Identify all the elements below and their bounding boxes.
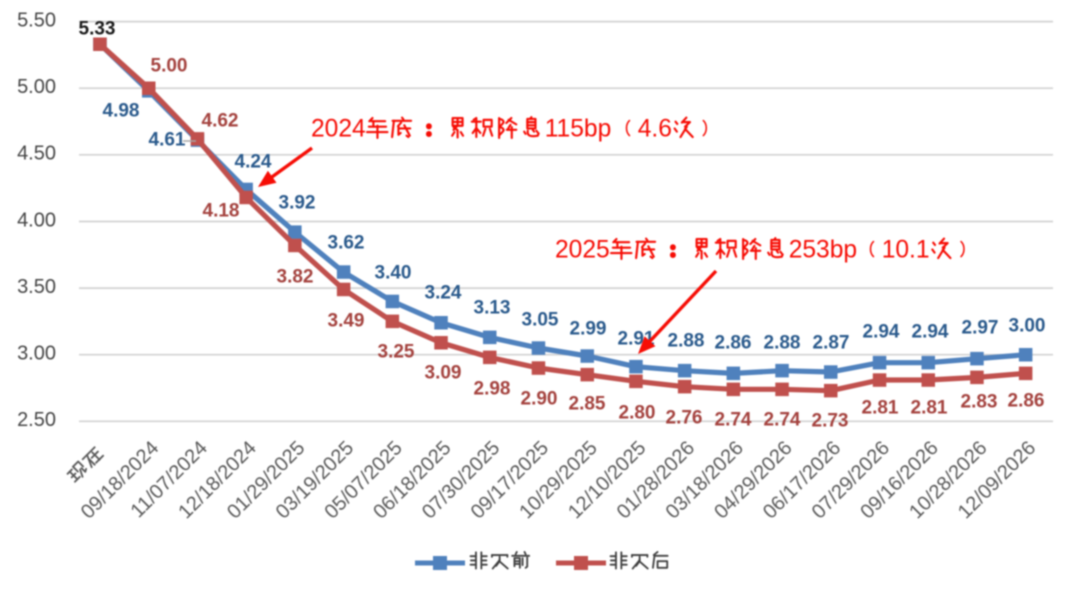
svg-text:2.94: 2.94 xyxy=(863,322,900,343)
svg-text:5.50: 5.50 xyxy=(17,10,56,32)
svg-text:5.00: 5.00 xyxy=(17,76,56,98)
svg-text:2.88: 2.88 xyxy=(764,333,801,354)
svg-text:3.24: 3.24 xyxy=(425,283,462,304)
svg-text:2.88: 2.88 xyxy=(668,331,705,352)
svg-text:3.25: 3.25 xyxy=(378,342,415,363)
svg-text:3.49: 3.49 xyxy=(328,311,365,332)
svg-text:5.00: 5.00 xyxy=(151,56,188,77)
svg-text:3.00: 3.00 xyxy=(17,343,56,365)
svg-text:2024: 2024 xyxy=(311,116,366,143)
svg-text:253bp: 253bp xyxy=(789,237,857,264)
svg-text:3.05: 3.05 xyxy=(522,310,559,331)
svg-text:3.40: 3.40 xyxy=(375,263,412,284)
svg-text:2.86: 2.86 xyxy=(1008,391,1045,412)
svg-text:2.99: 2.99 xyxy=(570,319,607,340)
svg-text:5.33: 5.33 xyxy=(79,19,116,40)
svg-text:2.74: 2.74 xyxy=(715,410,752,431)
svg-text:3.62: 3.62 xyxy=(328,233,365,254)
svg-text:4.62: 4.62 xyxy=(202,111,239,132)
svg-text:2.74: 2.74 xyxy=(764,410,801,431)
svg-text:2.80: 2.80 xyxy=(619,403,656,424)
svg-text:115bp: 115bp xyxy=(545,116,612,143)
svg-text:4.6: 4.6 xyxy=(638,116,672,143)
svg-text:4.98: 4.98 xyxy=(103,101,140,122)
svg-text:4.50: 4.50 xyxy=(17,143,56,165)
svg-text:2.83: 2.83 xyxy=(961,392,998,413)
svg-text:2.87: 2.87 xyxy=(813,333,850,354)
svg-text:3.92: 3.92 xyxy=(279,193,316,214)
svg-text:3.00: 3.00 xyxy=(1009,316,1046,337)
svg-text:3.09: 3.09 xyxy=(425,363,462,384)
svg-text:4.24: 4.24 xyxy=(235,152,272,173)
svg-text:2.97: 2.97 xyxy=(962,318,999,339)
svg-text:3.13: 3.13 xyxy=(474,298,511,319)
svg-text:3.82: 3.82 xyxy=(277,267,314,288)
svg-text:2.81: 2.81 xyxy=(911,398,948,419)
svg-text:3.50: 3.50 xyxy=(17,276,56,298)
svg-text:2.94: 2.94 xyxy=(912,322,949,343)
svg-text:2.85: 2.85 xyxy=(569,394,606,415)
svg-text:2.90: 2.90 xyxy=(521,389,558,410)
svg-text:4.00: 4.00 xyxy=(17,209,56,231)
svg-text:4.61: 4.61 xyxy=(149,130,186,151)
svg-text:2.81: 2.81 xyxy=(862,398,899,419)
svg-text:2.98: 2.98 xyxy=(474,379,511,400)
svg-text:2.50: 2.50 xyxy=(17,409,56,431)
svg-text:10.1: 10.1 xyxy=(882,237,930,264)
svg-text:4.18: 4.18 xyxy=(203,201,240,222)
svg-text:2.86: 2.86 xyxy=(715,333,752,354)
svg-text:2.76: 2.76 xyxy=(666,408,703,429)
svg-text:2025: 2025 xyxy=(555,237,610,264)
svg-text:2.73: 2.73 xyxy=(812,411,849,432)
